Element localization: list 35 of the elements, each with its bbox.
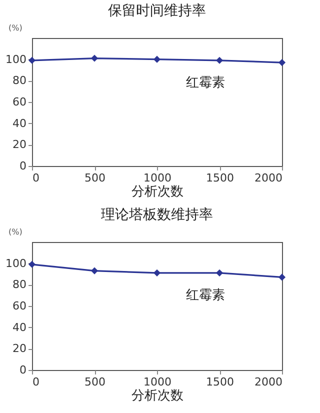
point (28, 260, 36, 268)
chart-title: 保留时间维持率 (108, 3, 206, 19)
x-tick-label: 2000 (254, 376, 282, 388)
y-tick-label: 20 (12, 138, 26, 152)
x-tick-label: 0 (32, 172, 40, 184)
chart-title: 理论塔板数维持率 (101, 207, 213, 223)
x-tick-label: 1000 (144, 376, 172, 388)
y-axis-title: (%) (8, 228, 22, 236)
point (153, 269, 161, 276)
y-tick-label: 40 (12, 320, 26, 334)
x-tick-label: 0 (32, 376, 40, 388)
y-axis-title: (%) (8, 24, 22, 32)
x-tick-label: 1000 (144, 172, 172, 184)
x-axis-title: 分析次数 (132, 388, 184, 404)
series-label: 红霉素 (186, 288, 225, 303)
y-tick-label: 60 (12, 96, 26, 108)
y-tick-label: 80 (12, 278, 26, 292)
y-tick-label: 100 (6, 256, 26, 270)
x-axis-title: 分析次数 (132, 184, 184, 200)
y-tick-label: 60 (12, 300, 26, 312)
y-tick-label: 0 (20, 160, 26, 172)
x-tick-label: 1500 (206, 376, 234, 388)
point (278, 274, 286, 281)
x-tick-label: 2000 (254, 172, 282, 184)
point (216, 269, 224, 276)
point (90, 267, 98, 274)
y-tick-label: 0 (20, 364, 26, 376)
x-tick-label: 500 (84, 172, 106, 184)
y-tick-label: 100 (6, 52, 26, 66)
x-tick-label: 1500 (206, 172, 234, 184)
y-tick-label: 40 (12, 116, 26, 130)
x-tick-label: 500 (84, 376, 106, 388)
y-tick-label: 80 (12, 74, 26, 88)
y-tick-label: 20 (12, 342, 26, 356)
series-label: 红霉素 (186, 75, 225, 90)
